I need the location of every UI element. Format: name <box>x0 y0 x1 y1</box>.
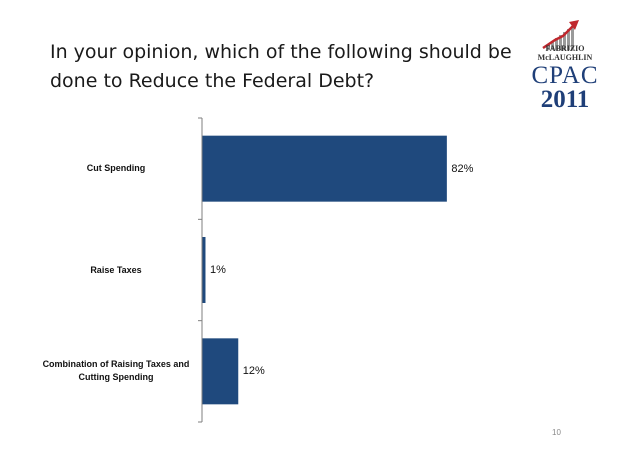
value-label: 12% <box>242 365 265 378</box>
logo-year: 2011 <box>540 86 590 113</box>
cpac-logo: FABRIZIO McLAUGHLIN CPAC 2011 <box>525 18 605 113</box>
bar-2 <box>202 338 239 405</box>
value-label: 1% <box>209 264 226 276</box>
logo-firm-line1: FABRIZIO <box>545 44 585 53</box>
category-label: Combination of Raising Taxes and Cutting… <box>42 359 190 383</box>
logo-firm-line2: McLAUGHLIN <box>537 53 593 62</box>
category-label: Raise Taxes <box>90 264 142 275</box>
slide-title: In your opinion, which of the following … <box>50 41 512 92</box>
logo-event: CPAC <box>531 62 599 89</box>
category-label: Cut Spending <box>86 163 146 174</box>
bar-1 <box>202 237 206 303</box>
bar-0 <box>202 135 447 202</box>
trend-arrow-icon <box>542 20 579 50</box>
page-number: 10 <box>552 428 561 437</box>
value-label: 82% <box>451 162 474 175</box>
